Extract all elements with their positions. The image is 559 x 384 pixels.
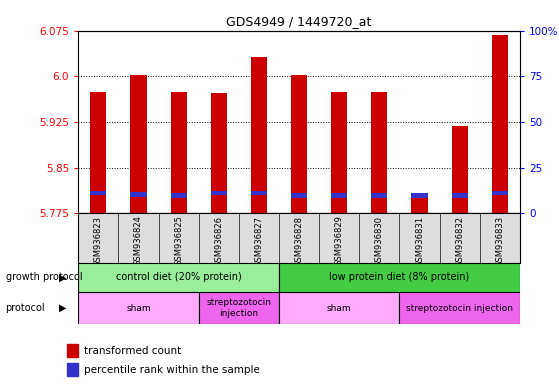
Bar <box>492 190 508 195</box>
Bar <box>452 193 468 198</box>
Bar <box>67 363 78 376</box>
Bar <box>279 292 400 324</box>
Bar <box>251 57 267 213</box>
Bar <box>371 91 387 213</box>
Text: GSM936826: GSM936826 <box>214 216 223 266</box>
Bar <box>492 35 508 213</box>
Bar <box>291 75 307 213</box>
Bar <box>411 193 428 198</box>
Bar <box>211 93 227 213</box>
Bar <box>279 263 520 292</box>
Title: GDS4949 / 1449720_at: GDS4949 / 1449720_at <box>226 15 372 28</box>
Text: protocol: protocol <box>6 303 45 313</box>
Bar <box>130 192 146 197</box>
Bar <box>170 91 187 213</box>
Text: GSM936828: GSM936828 <box>295 216 304 266</box>
Text: GSM936830: GSM936830 <box>375 216 384 266</box>
Bar <box>452 126 468 213</box>
Bar <box>211 190 227 195</box>
Text: GSM936832: GSM936832 <box>455 216 464 266</box>
Text: GSM936831: GSM936831 <box>415 216 424 266</box>
Bar <box>331 193 347 198</box>
Bar <box>91 190 106 195</box>
Text: low protein diet (8% protein): low protein diet (8% protein) <box>329 272 470 283</box>
Bar <box>78 292 198 324</box>
Bar <box>198 292 279 324</box>
Bar <box>291 193 307 198</box>
Bar <box>400 292 520 324</box>
Bar <box>91 91 106 213</box>
Text: transformed count: transformed count <box>84 346 181 356</box>
Text: ▶: ▶ <box>59 303 66 313</box>
Text: percentile rank within the sample: percentile rank within the sample <box>84 365 260 375</box>
Bar <box>331 91 347 213</box>
Text: streptozotocin injection: streptozotocin injection <box>406 304 513 313</box>
Text: GSM936833: GSM936833 <box>495 216 504 267</box>
Bar <box>251 190 267 195</box>
Bar <box>411 193 428 213</box>
Text: sham: sham <box>327 304 352 313</box>
Bar <box>67 344 78 357</box>
Text: GSM936823: GSM936823 <box>94 216 103 266</box>
Text: control diet (20% protein): control diet (20% protein) <box>116 272 241 283</box>
Bar <box>170 193 187 198</box>
Bar <box>78 263 279 292</box>
Text: GSM936825: GSM936825 <box>174 216 183 266</box>
Text: GSM936824: GSM936824 <box>134 216 143 266</box>
Text: GSM936827: GSM936827 <box>254 216 263 266</box>
Text: growth protocol: growth protocol <box>6 272 82 283</box>
Text: ▶: ▶ <box>59 272 66 283</box>
Text: streptozotocin
injection: streptozotocin injection <box>206 298 271 318</box>
Text: sham: sham <box>126 304 151 313</box>
Bar <box>371 193 387 198</box>
Bar <box>130 75 146 213</box>
Text: GSM936829: GSM936829 <box>335 216 344 266</box>
